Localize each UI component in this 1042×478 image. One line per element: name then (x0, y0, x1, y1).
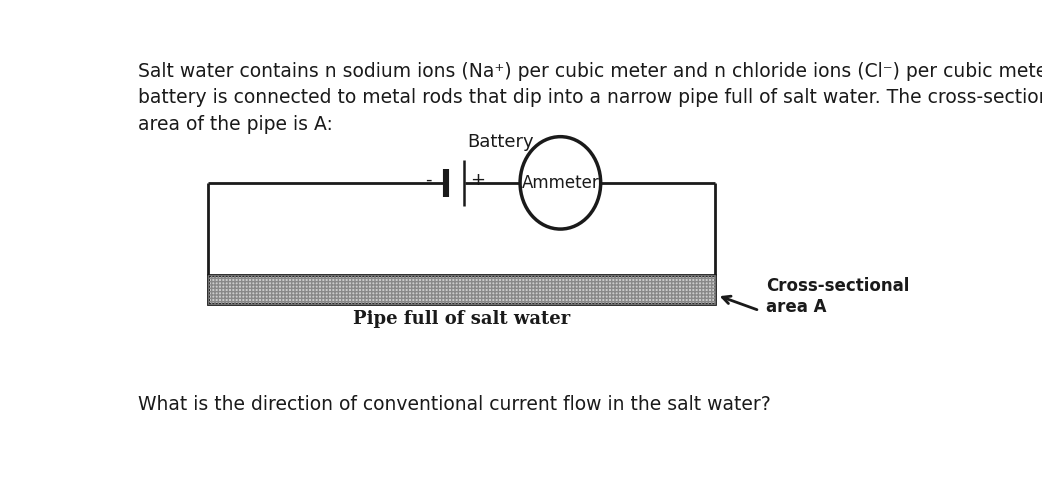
Text: Cross-sectional
area A: Cross-sectional area A (766, 277, 909, 316)
Text: Salt water contains n sodium ions (Na⁺) per cubic meter and n chloride ions (Cl⁻: Salt water contains n sodium ions (Na⁺) … (138, 62, 1042, 134)
Bar (207, 275, 716, 304)
Text: What is the direction of conventional current flow in the salt water?: What is the direction of conventional cu… (138, 395, 771, 413)
Text: Ammeter: Ammeter (521, 174, 599, 192)
Text: -: - (425, 171, 431, 189)
Text: Pipe full of salt water: Pipe full of salt water (353, 310, 570, 328)
Text: Battery: Battery (468, 132, 534, 151)
Ellipse shape (520, 137, 600, 229)
Bar (207, 275, 716, 304)
Text: +: + (470, 171, 485, 189)
